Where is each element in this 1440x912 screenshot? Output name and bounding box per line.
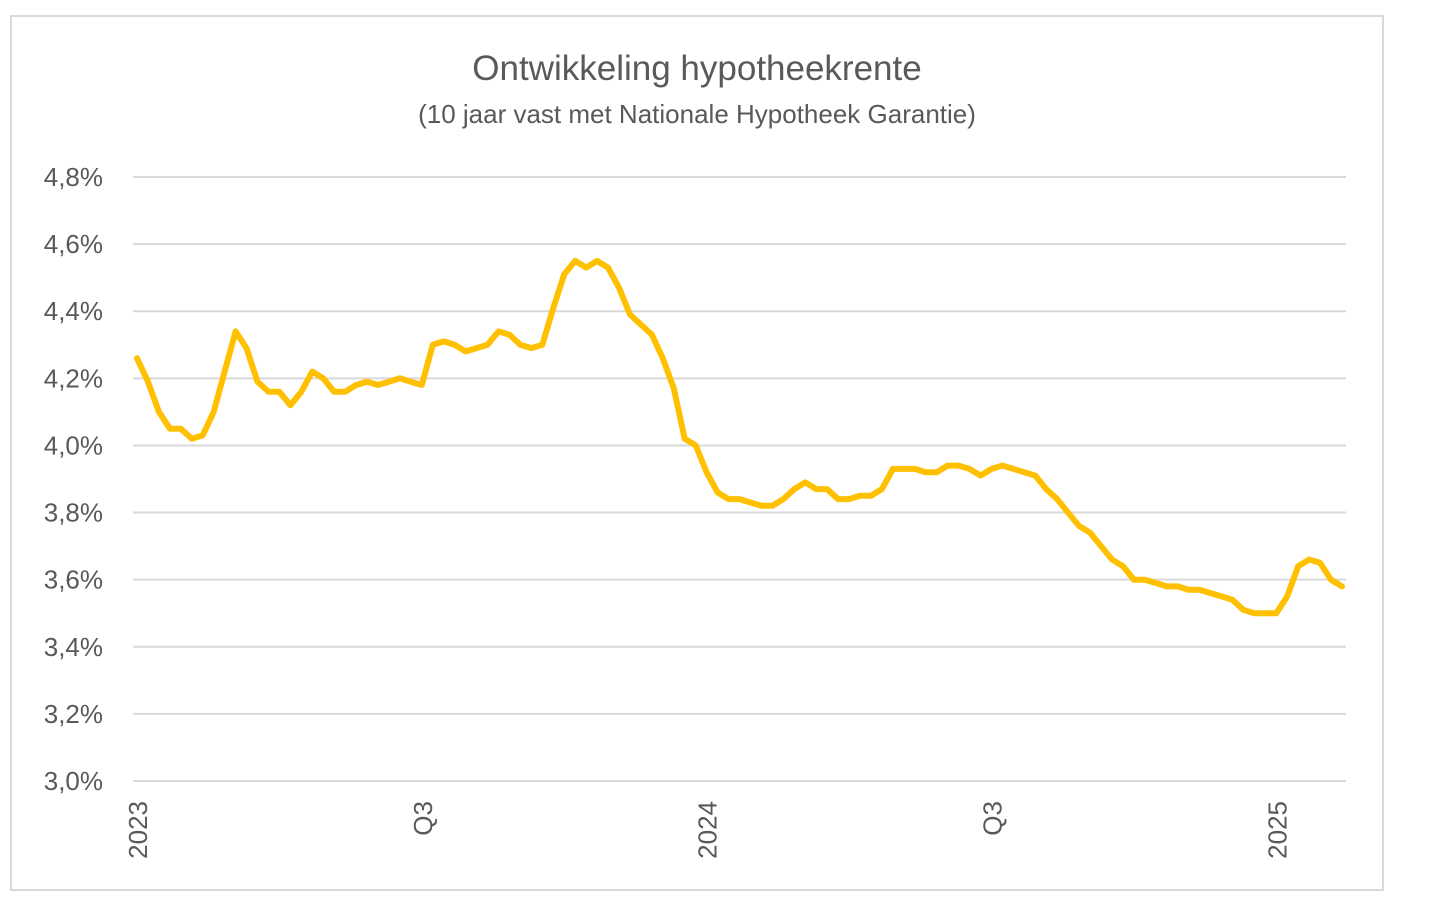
y-tick-label: 4,4% [44, 296, 103, 326]
y-tick-label: 3,0% [44, 766, 103, 796]
y-tick-label: 3,4% [44, 632, 103, 662]
y-tick-label: 4,0% [44, 430, 103, 460]
y-tick-label: 4,8% [44, 162, 103, 192]
x-tick-label: Q3 [408, 801, 438, 836]
chart-title: Ontwikkeling hypotheekrente [472, 49, 921, 88]
x-tick-label: 2023 [123, 801, 153, 859]
y-tick-label: 4,2% [44, 363, 103, 393]
y-tick-label: 3,8% [44, 498, 103, 528]
chart-subtitle: (10 jaar vast met Nationale Hypotheek Ga… [418, 99, 976, 129]
x-tick-label: 2025 [1262, 801, 1292, 859]
x-tick-label: Q3 [977, 801, 1007, 836]
y-tick-label: 3,6% [44, 565, 103, 595]
y-axis-ticks: 4,8% 4,6% 4,4% 4,2% 4,0% 3,8% 3,6% 3,4% 3,2% 3,0% [44, 162, 103, 796]
x-axis-ticks: 2023 Q3 2024 Q3 2025 [123, 801, 1292, 859]
x-tick-label: 2024 [693, 801, 723, 859]
series-group [134, 257, 1345, 617]
y-tick-label: 3,2% [44, 699, 103, 729]
y-tick-label: 4,6% [44, 229, 103, 259]
gridlines [133, 176, 1346, 782]
series-line [134, 257, 1345, 617]
